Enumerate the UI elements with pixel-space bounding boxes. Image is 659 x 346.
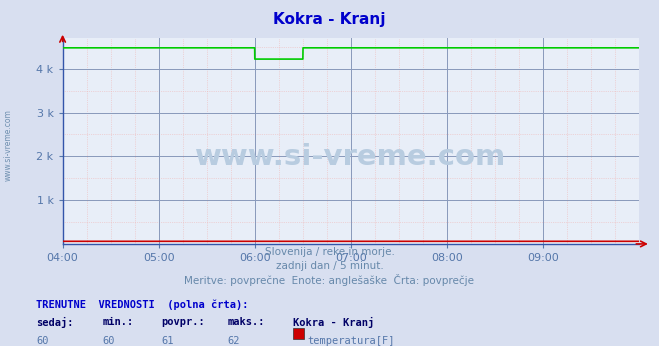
Text: zadnji dan / 5 minut.: zadnji dan / 5 minut. [275, 261, 384, 271]
Text: Kokra - Kranj: Kokra - Kranj [273, 12, 386, 27]
Text: 60: 60 [102, 336, 115, 346]
Text: www.si-vreme.com: www.si-vreme.com [3, 109, 13, 181]
Text: 61: 61 [161, 336, 174, 346]
Text: sedaj:: sedaj: [36, 317, 74, 328]
Text: 62: 62 [227, 336, 240, 346]
Text: 60: 60 [36, 336, 49, 346]
Text: Slovenija / reke in morje.: Slovenija / reke in morje. [264, 247, 395, 257]
Text: www.si-vreme.com: www.si-vreme.com [195, 144, 507, 172]
Text: povpr.:: povpr.: [161, 317, 205, 327]
Text: TRENUTNE  VREDNOSTI  (polna črta):: TRENUTNE VREDNOSTI (polna črta): [36, 299, 248, 310]
Text: min.:: min.: [102, 317, 133, 327]
Text: Meritve: povprečne  Enote: anglešaške  Črta: povprečje: Meritve: povprečne Enote: anglešaške Črt… [185, 274, 474, 286]
Text: temperatura[F]: temperatura[F] [308, 336, 395, 346]
Text: Kokra - Kranj: Kokra - Kranj [293, 317, 374, 328]
Text: maks.:: maks.: [227, 317, 265, 327]
